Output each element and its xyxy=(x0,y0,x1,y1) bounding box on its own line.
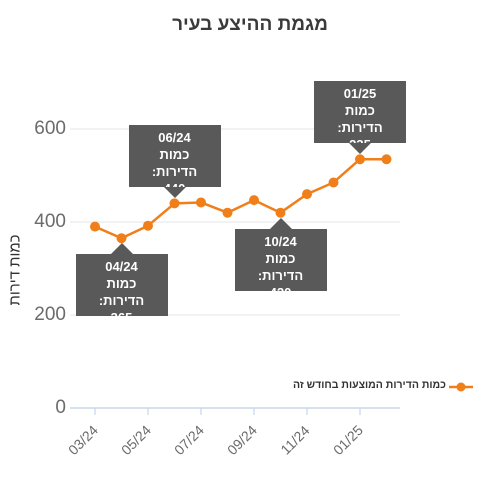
annotation-callout: 10/24 כמות הדירות: 420 xyxy=(234,217,327,300)
data-point[interactable] xyxy=(143,220,153,231)
data-point[interactable] xyxy=(249,195,259,206)
annotation-value: 420 xyxy=(269,284,292,300)
annotation-pointer xyxy=(349,143,371,155)
data-point[interactable] xyxy=(116,233,127,244)
annotation-date: 01/25 xyxy=(343,86,377,102)
annotation-label: כמות הדירות: xyxy=(98,276,145,309)
annotation-label: כמות הדירות: xyxy=(151,147,198,180)
annotation-callout: 01/25 כמות הדירות: 235 xyxy=(314,81,406,155)
data-point[interactable] xyxy=(222,207,233,218)
annotation-pointer xyxy=(163,187,186,199)
data-point[interactable] xyxy=(90,221,100,232)
legend[interactable]: כמות הדירות המוצעות בחודש זה xyxy=(278,378,474,396)
legend-label: כמות הדירות המוצעות בחודש זה xyxy=(293,379,446,391)
annotation-label: כמות הדירות: xyxy=(257,250,304,283)
annotation-callout: 04/24 כמות הדירות: 365 xyxy=(75,243,168,325)
data-point[interactable] xyxy=(328,177,339,188)
annotation-pointer xyxy=(269,217,292,229)
annotation-callout: 06/24 כמות הדירות: 440 xyxy=(128,125,221,199)
y-tick-label: 600 xyxy=(34,118,66,139)
data-point[interactable] xyxy=(169,198,180,209)
data-point[interactable] xyxy=(381,154,392,165)
annotation-date: 04/24 xyxy=(105,259,138,275)
y-tick-label: 400 xyxy=(34,211,66,232)
chart-title: מגמת ההיצע בעיר xyxy=(172,14,328,35)
annotation-label: כמות הדירות: xyxy=(337,103,383,136)
legend-swatch-icon xyxy=(449,382,473,392)
data-point[interactable] xyxy=(275,207,286,218)
y-tick-label: 0 xyxy=(55,397,66,418)
annotation-pointer xyxy=(110,243,133,255)
annotation-date: 10/24 xyxy=(264,233,297,249)
data-point[interactable] xyxy=(196,197,206,208)
y-tick-label: 200 xyxy=(34,304,66,325)
data-point[interactable] xyxy=(355,154,365,165)
data-point[interactable] xyxy=(302,189,312,200)
annotation-value: 365 xyxy=(110,310,133,326)
annotation-date: 06/24 xyxy=(158,130,191,146)
